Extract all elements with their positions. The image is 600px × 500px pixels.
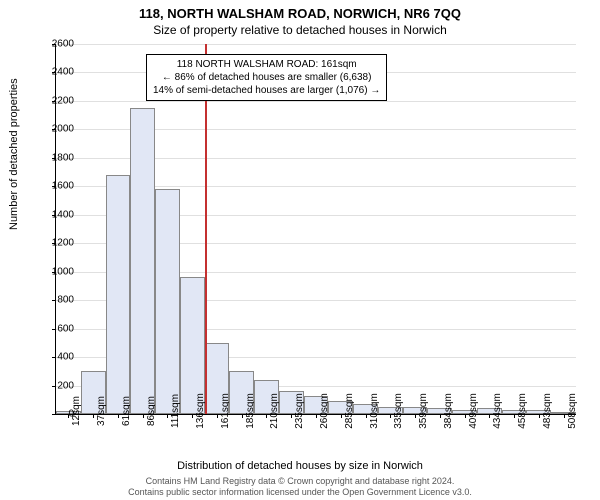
ytick-label: 1000: [34, 266, 74, 277]
xtick-mark: [564, 414, 565, 418]
ytick-label: 1600: [34, 181, 74, 192]
xtick-mark: [266, 414, 267, 418]
chart-container: 118, NORTH WALSHAM ROAD, NORWICH, NR6 7Q…: [0, 0, 600, 500]
ytick-label: 400: [34, 352, 74, 363]
xtick-mark: [291, 414, 292, 418]
xtick-mark: [143, 414, 144, 418]
xtick-mark: [167, 414, 168, 418]
xtick-mark: [217, 414, 218, 418]
grid-line: [56, 101, 576, 102]
histogram-bar: [106, 175, 131, 414]
ytick-label: 600: [34, 323, 74, 334]
ytick-label: 2400: [34, 67, 74, 78]
xtick-mark: [93, 414, 94, 418]
y-axis-label: Number of detached properties: [8, 78, 20, 230]
ytick-label: 800: [34, 295, 74, 306]
footer-attribution: Contains HM Land Registry data © Crown c…: [0, 476, 600, 498]
xtick-mark: [192, 414, 193, 418]
x-axis-label: Distribution of detached houses by size …: [0, 460, 600, 472]
ytick-label: 2000: [34, 124, 74, 135]
ytick-label: 2600: [34, 39, 74, 50]
xtick-mark: [118, 414, 119, 418]
xtick-mark: [390, 414, 391, 418]
xtick-mark: [514, 414, 515, 418]
annotation-line: 14% of semi-detached houses are larger (…: [153, 84, 380, 97]
ytick-label: 2200: [34, 95, 74, 106]
chart-area: 12sqm37sqm61sqm86sqm111sqm136sqm161sqm18…: [55, 44, 575, 414]
annotation-line: ← 86% of detached houses are smaller (6,…: [153, 71, 380, 84]
xtick-label: 508sqm: [567, 393, 578, 429]
xtick-mark: [465, 414, 466, 418]
page-title: 118, NORTH WALSHAM ROAD, NORWICH, NR6 7Q…: [0, 0, 600, 21]
ytick-label: 1200: [34, 238, 74, 249]
annotation-line: 118 NORTH WALSHAM ROAD: 161sqm: [153, 58, 380, 71]
xtick-mark: [415, 414, 416, 418]
grid-line: [56, 44, 576, 45]
histogram-bar: [130, 108, 155, 414]
ytick-label: 0: [34, 409, 74, 420]
ytick-label: 1800: [34, 152, 74, 163]
xtick-mark: [489, 414, 490, 418]
ytick-label: 200: [34, 380, 74, 391]
histogram-bar: [155, 189, 180, 414]
xtick-mark: [440, 414, 441, 418]
xtick-mark: [242, 414, 243, 418]
footer-line: Contains HM Land Registry data © Crown c…: [0, 476, 600, 487]
ytick-label: 1400: [34, 209, 74, 220]
xtick-mark: [341, 414, 342, 418]
xtick-mark: [366, 414, 367, 418]
annotation-box: 118 NORTH WALSHAM ROAD: 161sqm← 86% of d…: [146, 54, 387, 101]
plot-region: 12sqm37sqm61sqm86sqm111sqm136sqm161sqm18…: [55, 44, 576, 415]
xtick-mark: [316, 414, 317, 418]
xtick-mark: [539, 414, 540, 418]
page-subtitle: Size of property relative to detached ho…: [0, 21, 600, 37]
xtick-label: 483sqm: [542, 393, 553, 429]
footer-line: Contains public sector information licen…: [0, 487, 600, 498]
